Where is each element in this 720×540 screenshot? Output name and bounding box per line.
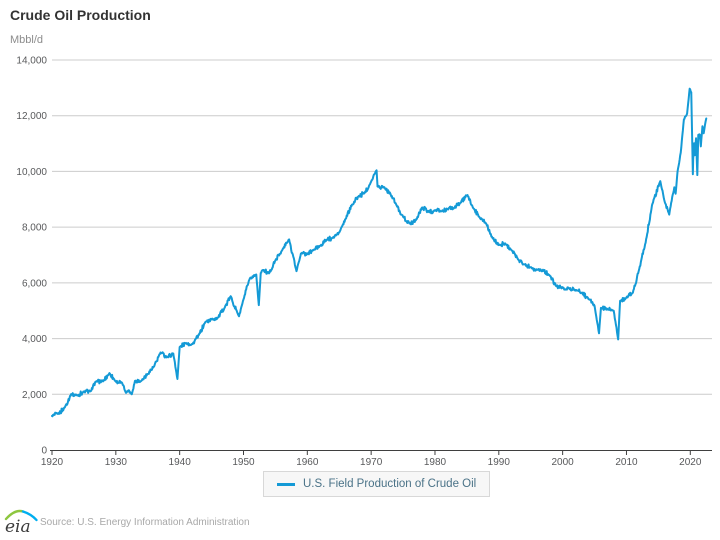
source-text: Source: U.S. Energy Information Administ… [40, 517, 250, 528]
y-tick-label: 0 [41, 446, 47, 457]
eia-logo-text: eia [5, 517, 31, 537]
eia-logo[interactable]: eia [3, 505, 39, 537]
x-tick-label: 1930 [105, 457, 128, 468]
x-tick-label: 2000 [552, 457, 575, 468]
x-tick-label: 1990 [488, 457, 511, 468]
x-tick-label: 1970 [360, 457, 383, 468]
x-tick-label: 1950 [232, 457, 255, 468]
legend-line-swatch [277, 482, 295, 486]
y-tick-label: 6,000 [22, 278, 47, 289]
chart-title: Crude Oil Production [10, 7, 151, 23]
legend[interactable]: U.S. Field Production of Crude Oil [263, 471, 491, 497]
legend-label: U.S. Field Production of Crude Oil [303, 478, 477, 490]
y-tick-label: 12,000 [16, 111, 47, 122]
y-tick-label: 4,000 [22, 334, 47, 345]
y-tick-label: 10,000 [16, 167, 47, 178]
x-tick-label: 1940 [169, 457, 192, 468]
footer: eia Source: U.S. Energy Information Admi… [0, 503, 720, 540]
eia-logo-swoosh-green-icon [4, 509, 25, 521]
x-tick-label: 2010 [615, 457, 638, 468]
x-tick-label: 1920 [41, 457, 64, 468]
y-tick-label: 8,000 [22, 223, 47, 234]
x-tick-label: 2020 [679, 457, 702, 468]
x-tick-label: 1960 [296, 457, 319, 468]
eia-logo-swoosh-blue-icon [21, 510, 38, 522]
y-tick-label: 2,000 [22, 390, 47, 401]
production-line[interactable] [51, 87, 708, 418]
y-axis-unit-label: Mbbl/d [10, 34, 44, 46]
y-tick-label: 14,000 [16, 56, 47, 67]
x-tick-label: 1980 [424, 457, 447, 468]
